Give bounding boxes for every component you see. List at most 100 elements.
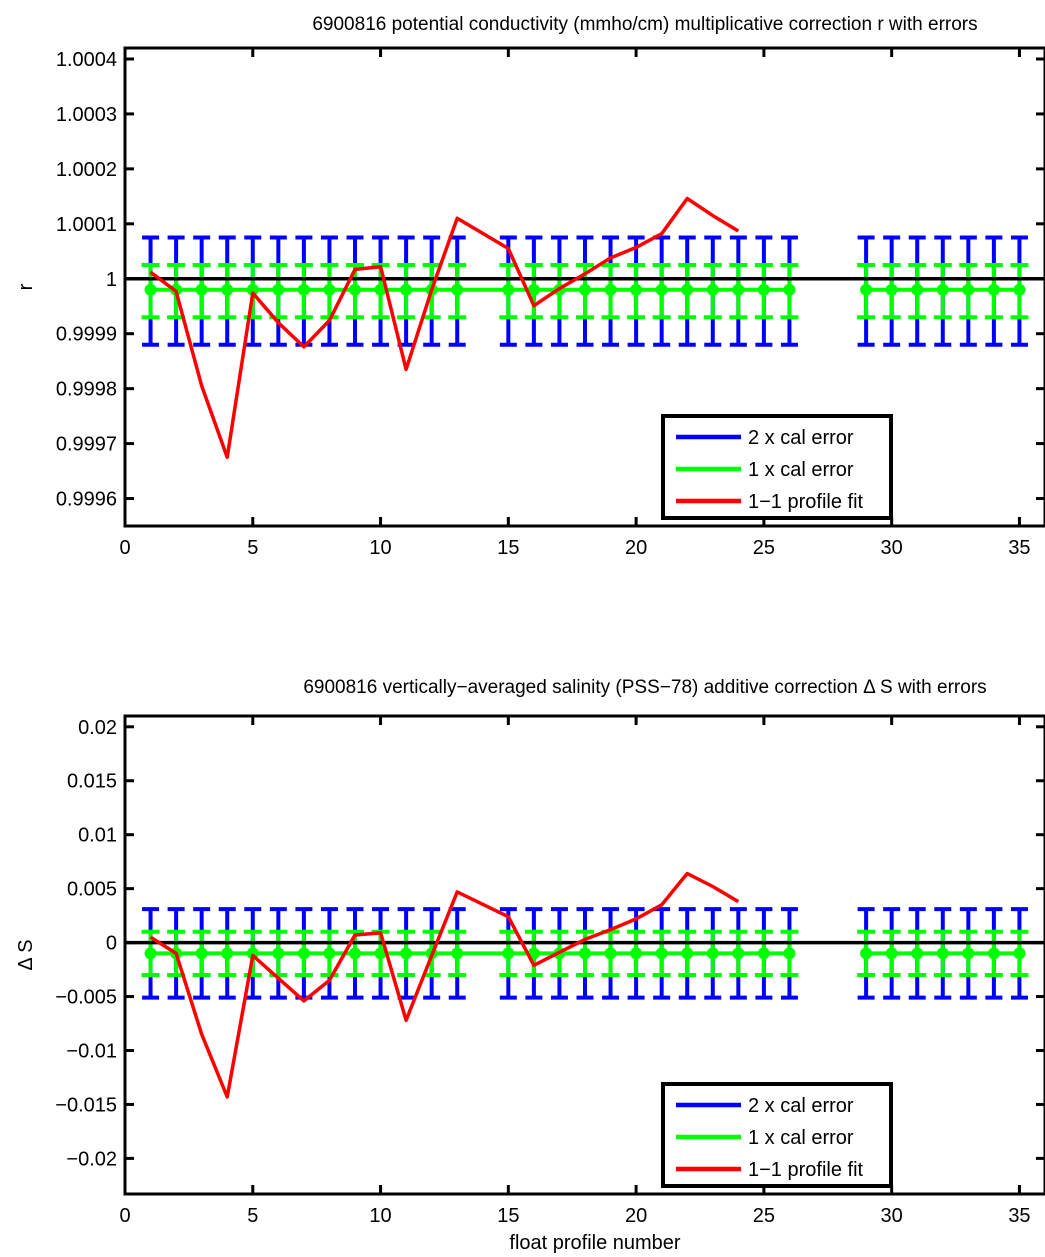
errorbar-1x-marker (630, 947, 643, 960)
errorbar-1x-5 (243, 263, 262, 320)
errorbar-1x-7 (294, 263, 313, 320)
errorbar-1x-marker (579, 947, 591, 960)
axes-frame (123, 714, 1045, 1196)
errorbar-1x-marker (783, 947, 796, 960)
errorbar-1x-19 (601, 263, 620, 320)
errorbar-1x-marker (962, 947, 975, 960)
errorbar-1x-31 (908, 929, 927, 977)
legend-label: 2 x cal error (748, 1095, 854, 1117)
errorbar-1x-marker (400, 947, 413, 960)
axes-frame (123, 46, 1045, 528)
errorbar-1x-marker (757, 947, 770, 960)
legend-label: 1−1 profile fit (748, 1159, 864, 1181)
x-tick-label: 25 (753, 537, 775, 559)
x-tick-label: 15 (497, 537, 519, 559)
x-tick-label: 35 (1008, 537, 1030, 559)
y-tick-label: −0.015 (55, 1094, 117, 1116)
errorbar-1x-marker (323, 283, 336, 296)
x-tick-label: 30 (881, 537, 903, 559)
errorbar-1x-marker (936, 947, 949, 960)
errorbar-1x-marker (885, 283, 898, 296)
errorbar-1x-29 (857, 263, 876, 320)
errorbar-1x-26 (780, 929, 799, 977)
y-tick-label: −0.02 (66, 1148, 117, 1170)
y-tick-label: 0.9998 (56, 379, 117, 401)
chart-panel-delta-s: 6900816 vertically−averaged salinity (PS… (15, 677, 1045, 1254)
errorbar-1x-marker (1013, 947, 1026, 960)
chart-title: 6900816 vertically−averaged salinity (PS… (303, 677, 986, 698)
errorbar-1x-34 (984, 929, 1003, 977)
errorbar-1x-30 (882, 263, 901, 320)
legend-label: 1 x cal error (748, 459, 854, 481)
y-axis-label: Δ S (15, 939, 37, 970)
errorbar-1x-marker (144, 283, 157, 296)
errorbar-1x-marker (400, 283, 413, 296)
errorbar-1x-16 (524, 263, 543, 320)
errorbar-1x-marker (860, 947, 873, 960)
chart-title: 6900816 potential conductivity (mmho/cm)… (312, 14, 977, 35)
errorbar-1x-33 (959, 263, 978, 320)
errorbar-1x-marker (732, 283, 745, 296)
y-tick-label: −0.005 (55, 987, 117, 1009)
errorbar-1x-marker (451, 283, 464, 296)
errorbar-1x-marker (655, 283, 668, 296)
y-tick-label: 1 (106, 269, 117, 291)
y-tick-label: 1.0004 (56, 49, 117, 71)
y-tick-label: 0.02 (78, 717, 117, 739)
errorbar-1x-35 (1010, 263, 1029, 320)
errorbar-1x-29 (857, 929, 876, 977)
errorbar-1x-marker (195, 947, 208, 960)
errorbar-1x-marker (987, 283, 1000, 296)
x-axis-label: float profile number (509, 1232, 681, 1254)
errorbar-1x-marker (987, 947, 1000, 960)
errorbar-1x-marker (732, 947, 745, 960)
y-tick-label: 0.9997 (56, 434, 117, 456)
errorbar-1x-11 (397, 263, 416, 320)
errorbar-1x-22 (678, 929, 697, 977)
errorbar-1x-marker (502, 947, 515, 960)
series-line-profile-fit (149, 196, 740, 460)
errorbar-1x-marker (502, 283, 515, 296)
errorbar-1x-marker (451, 947, 464, 960)
errorbar-1x-25 (754, 263, 773, 320)
errorbar-1x-marker (349, 283, 361, 296)
errorbar-1x-marker (272, 947, 285, 960)
errorbar-1x-22 (678, 263, 697, 320)
errorbar-1x-9 (346, 263, 364, 320)
errorbar-1x-25 (754, 929, 773, 977)
x-tick-label: 30 (881, 1205, 903, 1227)
errorbar-1x-marker (681, 283, 694, 296)
errorbar-1x-3 (192, 263, 211, 320)
y-tick-label: 0.01 (78, 825, 117, 847)
errorbar-1x-marker (757, 283, 770, 296)
legend: 2 x cal error 1 x cal error 1−1 profile fi… (661, 1082, 893, 1188)
errorbar-1x-marker (885, 947, 898, 960)
errorbar-1x-23 (703, 929, 722, 977)
chart-panel-r: 6900816 potential conductivity (mmho/cm)… (15, 14, 1045, 559)
errorbar-1x-marker (144, 947, 157, 960)
x-tick-label: 0 (119, 1205, 130, 1227)
errorbar-1x-4 (218, 263, 237, 320)
errorbar-1x-marker (911, 283, 924, 296)
errorbar-1x-33 (959, 929, 978, 977)
errorbar-1x-marker (1013, 283, 1026, 296)
errorbar-1x-marker (655, 947, 668, 960)
errorbar-1x-35 (1010, 929, 1029, 977)
errorbar-1x-marker (604, 947, 617, 960)
errorbar-1x-marker (962, 283, 975, 296)
errorbar-1x-marker (706, 283, 719, 296)
legend-label: 1 x cal error (748, 1127, 854, 1149)
errorbar-1x-3 (192, 929, 211, 977)
errorbar-1x-20 (627, 929, 646, 977)
errorbar-1x-13 (448, 263, 467, 320)
errorbar-1x-marker (272, 283, 285, 296)
errorbar-1x-marker (911, 947, 924, 960)
errorbar-1x-marker (681, 947, 694, 960)
y-tick-label: 1.0002 (56, 159, 117, 181)
legend-label: 1−1 profile fit (748, 491, 864, 513)
x-tick-label: 20 (625, 1205, 647, 1227)
y-tick-label: 1.0003 (56, 104, 117, 126)
errorbar-1x-marker (195, 283, 208, 296)
errorbar-1x-marker (297, 283, 310, 296)
x-tick-label: 35 (1008, 1205, 1030, 1227)
